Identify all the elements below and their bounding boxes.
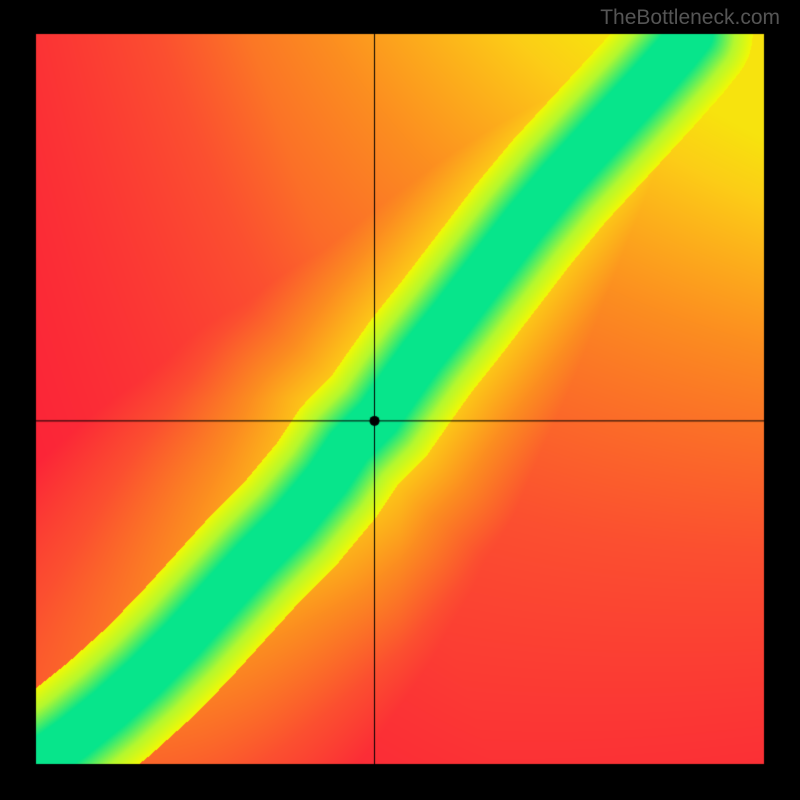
heatmap-canvas xyxy=(0,0,800,800)
watermark-text: TheBottleneck.com xyxy=(600,6,780,30)
chart-container: TheBottleneck.com xyxy=(0,0,800,800)
